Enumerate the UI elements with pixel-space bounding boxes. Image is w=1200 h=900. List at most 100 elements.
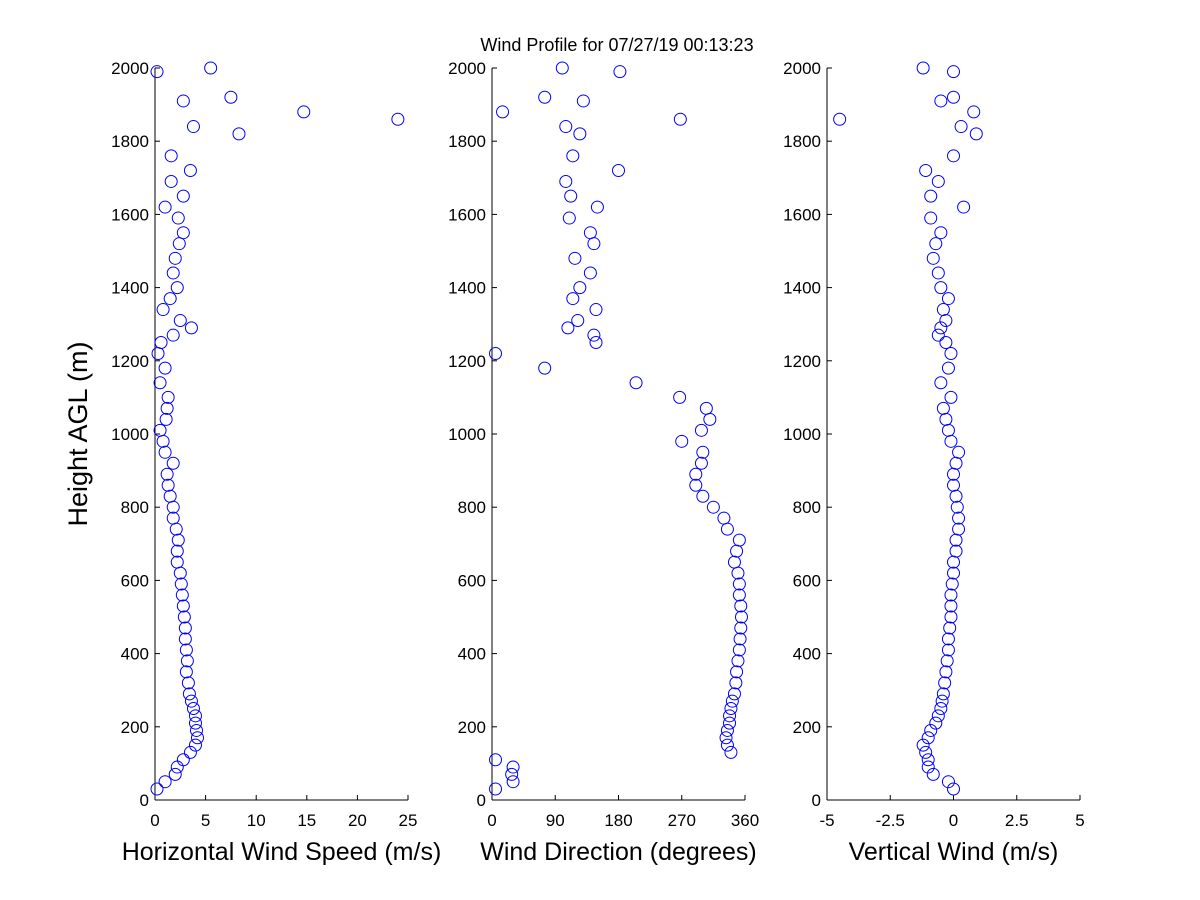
data-point (164, 149, 178, 163)
data-point (589, 303, 603, 317)
data-point (571, 314, 585, 328)
data-point (944, 599, 958, 613)
data-point (944, 588, 958, 602)
data-point (833, 112, 847, 126)
data-point (723, 709, 737, 723)
data-point (590, 200, 604, 214)
x-tick-label: 20 (348, 811, 367, 830)
data-point (944, 390, 958, 404)
data-point (170, 555, 184, 569)
data-point (564, 189, 578, 203)
data-point (166, 456, 180, 470)
y-tick-label: 1200 (448, 352, 486, 371)
data-point (934, 321, 948, 335)
data-point (506, 760, 520, 774)
data-point (176, 189, 190, 203)
data-point (694, 456, 708, 470)
data-point (496, 105, 510, 119)
y-tick-label: 0 (477, 791, 486, 810)
data-point (158, 361, 172, 375)
data-point (170, 544, 184, 558)
data-point (182, 687, 196, 701)
data-point (168, 767, 182, 781)
data-point (160, 401, 174, 415)
y-tick-label: 400 (793, 645, 821, 664)
data-point (153, 376, 167, 390)
data-point (166, 511, 180, 525)
x-tick-label: 10 (247, 811, 266, 830)
data-point (934, 281, 948, 295)
data-point (154, 336, 168, 349)
data-point (732, 643, 746, 657)
y-tick-label: 1600 (111, 205, 149, 224)
y-tick-label: 1800 (783, 132, 821, 151)
data-point (921, 760, 935, 774)
data-point (183, 745, 197, 759)
data-point (939, 336, 953, 349)
data-point (724, 702, 738, 715)
x-tick-label: 5 (1075, 811, 1084, 830)
data-point (934, 376, 948, 390)
data-point (952, 511, 966, 525)
data-point (297, 105, 311, 119)
data-point (731, 654, 745, 668)
data-point (941, 632, 955, 646)
data-point (153, 423, 167, 437)
y-tick-label: 800 (121, 498, 149, 517)
data-point (576, 94, 590, 108)
data-point (921, 753, 935, 767)
data-point (720, 738, 734, 752)
data-point (181, 676, 195, 690)
y-tick-label: 2000 (111, 59, 149, 78)
data-point (573, 281, 587, 295)
data-point (919, 745, 933, 759)
data-point (158, 445, 172, 459)
data-point (689, 478, 703, 492)
x-tick-label: -2.5 (876, 811, 905, 830)
data-point (176, 94, 190, 108)
data-point (160, 467, 174, 481)
data-point (934, 702, 948, 715)
data-point (188, 738, 202, 752)
data-point (559, 174, 573, 188)
x-tick-label: 180 (604, 811, 632, 830)
data-point (166, 266, 180, 280)
data-point (944, 346, 958, 360)
data-point (186, 120, 200, 134)
data-point (730, 665, 744, 679)
y-tick-label: 1600 (783, 205, 821, 224)
y-axis-label: Height AGL (m) (63, 341, 93, 526)
data-point (232, 127, 246, 141)
data-point (969, 127, 983, 141)
data-point (926, 251, 940, 265)
data-point (732, 577, 746, 591)
y-tick-label: 600 (121, 571, 149, 590)
data-point (566, 149, 580, 163)
data-point (947, 478, 960, 492)
y-tick-label: 800 (458, 498, 486, 517)
data-point (188, 709, 202, 723)
data-point (935, 694, 949, 708)
data-point (706, 500, 720, 514)
data-point (947, 782, 960, 796)
y-tick-label: 2000 (448, 59, 486, 78)
data-point (934, 226, 948, 240)
data-point (720, 723, 734, 737)
y-tick-label: 1400 (448, 279, 486, 298)
data-point (555, 61, 569, 75)
data-point (924, 211, 938, 225)
x-axis-label: Horizontal Wind Speed (m/s) (122, 838, 442, 866)
y-tick-label: 1400 (111, 279, 149, 298)
y-tick-label: 600 (458, 571, 486, 590)
data-point (180, 654, 194, 668)
data-point (489, 753, 503, 767)
data-point (224, 90, 238, 104)
x-tick-label: 0 (949, 811, 958, 830)
data-point (568, 251, 582, 265)
data-point (566, 292, 580, 306)
data-point (954, 120, 968, 134)
data-point (724, 745, 738, 759)
data-point (967, 105, 981, 119)
data-point (945, 577, 959, 591)
